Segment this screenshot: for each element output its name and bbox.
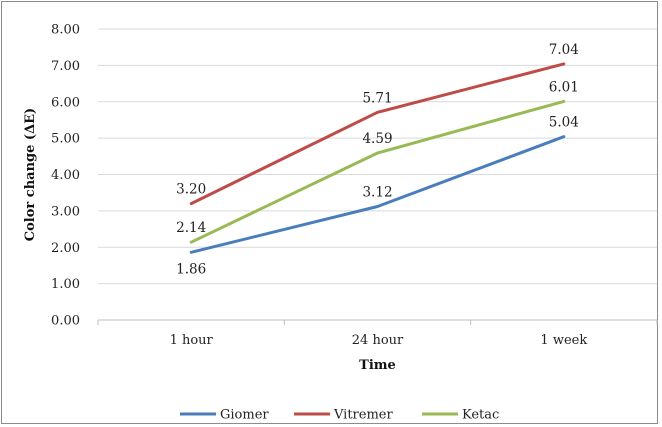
x-axis: 1 hour 24 hour 1 week [97,320,658,348]
data-label-ketac: 2.14 [176,220,206,236]
x-tick-label: 24 hour [352,333,404,348]
data-label-ketac: 4.59 [362,131,392,147]
data-label-vitremer: 5.71 [362,90,392,106]
y-tick-label: 7.00 [51,59,80,74]
y-tick-label: 4.00 [51,168,80,183]
y-tick-label: 3.00 [51,204,80,219]
y-tick-label: 5.00 [51,132,80,147]
data-label-giomer: 3.12 [362,185,392,201]
series-line-ketac [189,99,566,244]
y-axis-ticks: 0.00 1.00 2.00 3.00 4.00 5.00 6.00 7.00 8.00 [51,23,80,329]
legend-label-ketac: Ketac [462,408,499,423]
series-line-giomer [189,135,566,254]
data-label-vitremer: 7.04 [549,42,579,58]
y-tick-label: 1.00 [51,277,80,292]
y-tick-label: 6.00 [51,95,80,110]
legend-label-giomer: Giomer [220,408,269,423]
data-label-giomer: 1.86 [176,261,206,277]
data-label-vitremer: 3.20 [176,182,206,198]
legend-label-vitremer: Vitremer [333,408,393,423]
x-axis-title: Time [359,358,396,373]
series-lines [189,62,566,254]
x-tick-label: 1 hour [170,333,214,348]
data-labels: 1.86 3.12 5.04 3.20 5.71 7.04 2.14 4.59 6.01 [176,42,579,277]
y-tick-label: 2.00 [51,241,80,256]
y-axis-title: Color change (ΔE) [23,108,38,241]
y-tick-label: 8.00 [51,23,80,38]
y-tick-label: 0.00 [51,314,80,329]
gridlines [98,28,657,321]
data-label-giomer: 5.04 [549,115,579,131]
x-tick-label: 1 week [540,333,587,348]
series-line-vitremer [189,62,566,206]
legend: Giomer Vitremer Ketac [180,408,499,423]
data-label-ketac: 6.01 [549,79,579,95]
